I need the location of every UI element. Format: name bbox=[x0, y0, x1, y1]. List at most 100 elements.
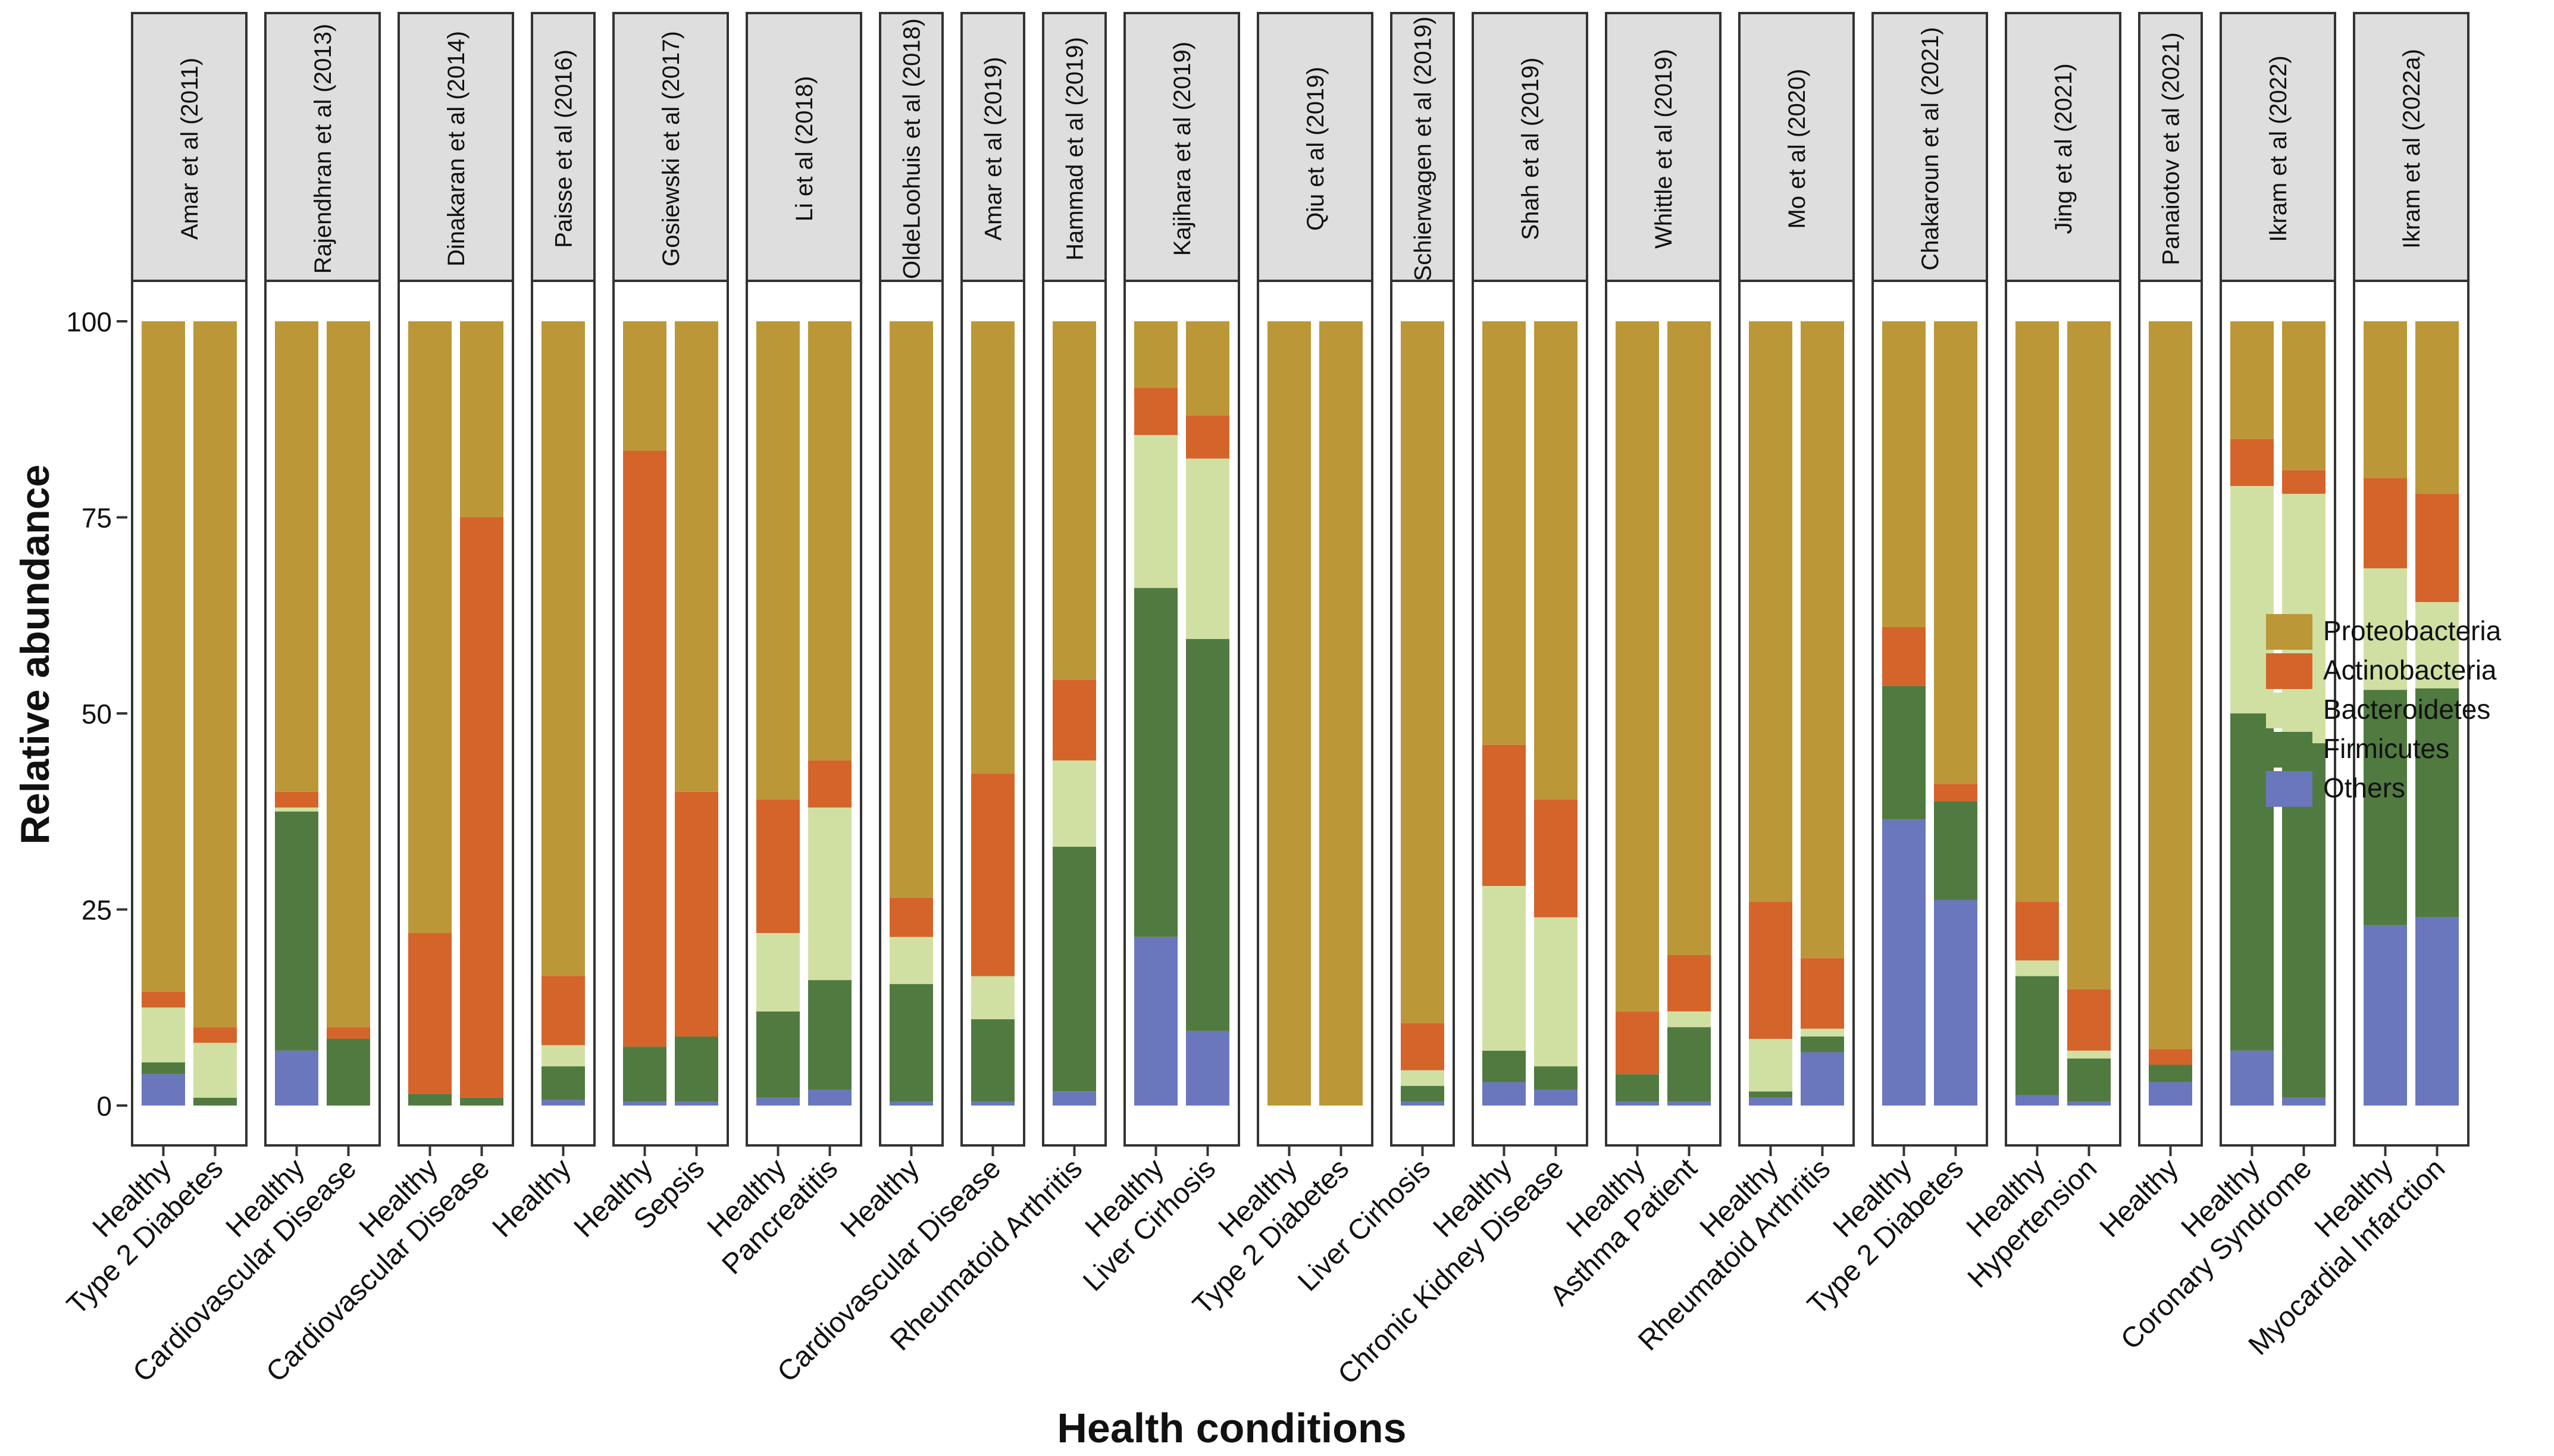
bar-segment-actinobacteria bbox=[1882, 627, 1926, 686]
bar-segment-firmicutes bbox=[2067, 1058, 2111, 1102]
facet-strip-mo-et-al-2020 bbox=[1738, 12, 1855, 282]
bar-segment-bacteroidetes bbox=[275, 807, 318, 812]
facet-strip-label: Qiu et al (2019) bbox=[1303, 67, 1329, 231]
bar-segment-proteobacteria bbox=[2415, 321, 2459, 494]
bar-segment-firmicutes bbox=[1801, 1037, 1844, 1053]
bar-segment-others bbox=[2364, 925, 2407, 1106]
bar-segment-actinobacteria bbox=[971, 774, 1015, 976]
bar-segment-proteobacteria bbox=[2067, 321, 2111, 990]
bar-segment-firmicutes bbox=[2364, 690, 2407, 925]
bar-segment-firmicutes bbox=[623, 1047, 666, 1102]
bar-segment-actinobacteria bbox=[408, 933, 452, 1094]
bar-segment-proteobacteria bbox=[1053, 321, 1096, 680]
facet-strip-rajendhran-et-al-2013 bbox=[264, 12, 381, 282]
bar-segment-others bbox=[275, 1050, 318, 1106]
bar-segment-firmicutes bbox=[1401, 1086, 1444, 1102]
bar-segment-firmicutes bbox=[1616, 1074, 1659, 1102]
facet-strip-amar-et-al-2019 bbox=[960, 12, 1025, 282]
bar-segment-bacteroidetes bbox=[808, 807, 852, 981]
bar-segment-firmicutes bbox=[1134, 588, 1178, 937]
bar-segment-bacteroidetes bbox=[542, 1045, 585, 1067]
facet-strip-qiu-et-al-2019 bbox=[1257, 12, 1373, 282]
bar-segment-actinobacteria bbox=[1616, 1011, 1659, 1075]
x-tick-label: Healthy bbox=[2094, 1153, 2185, 1244]
bar-segment-firmicutes bbox=[193, 1097, 237, 1106]
bar-segment-proteobacteria bbox=[1401, 321, 1444, 1023]
bar-segment-proteobacteria bbox=[193, 321, 237, 1028]
bar-segment-bacteroidetes bbox=[193, 1042, 237, 1098]
bar-segment-others bbox=[2015, 1095, 2059, 1106]
facet-strip-label: Paisse et al (2016) bbox=[551, 49, 577, 248]
bar-segment-proteobacteria bbox=[2282, 321, 2325, 471]
facet-strip-label: Li et al (2018) bbox=[791, 76, 818, 222]
bar-segment-others bbox=[542, 1100, 585, 1106]
facet-strip-panaiotov-et-al-2021 bbox=[2138, 12, 2203, 282]
legend-label-firmicutes: Firmicutes bbox=[2323, 733, 2449, 764]
bar-segment-bacteroidetes bbox=[2364, 568, 2407, 690]
facet-strip-label: Jing et al (2021) bbox=[2051, 64, 2077, 234]
facet-strip-label: Kajihara et al (2019) bbox=[1169, 42, 1195, 256]
bar-segment-others bbox=[1401, 1101, 1444, 1106]
bar-segment-proteobacteria bbox=[890, 321, 933, 898]
bar-segment-actinobacteria bbox=[1134, 388, 1178, 436]
bar-segment-proteobacteria bbox=[1801, 321, 1844, 959]
bar-segment-proteobacteria bbox=[1534, 321, 1578, 800]
facet-strip-amar-et-al-2011 bbox=[131, 12, 248, 282]
bar-segment-proteobacteria bbox=[971, 321, 1015, 774]
legend-label-actinobacteria: Actinobacteria bbox=[2323, 655, 2497, 685]
legend-label-others: Others bbox=[2323, 772, 2405, 803]
x-axis-title: Health conditions bbox=[1057, 1405, 1406, 1451]
facet-strip-label: Schierwagen et al (2019) bbox=[1410, 17, 1436, 281]
bar-segment-others bbox=[2067, 1101, 2111, 1106]
bar-segment-actinobacteria bbox=[808, 760, 852, 808]
bar-segment-bacteroidetes bbox=[1482, 885, 1526, 1051]
y-axis-title: Relative abundance bbox=[12, 465, 58, 845]
bar-segment-others bbox=[1882, 819, 1926, 1106]
facet-strip-whittle-et-al-2019 bbox=[1605, 12, 1722, 282]
bar-segment-proteobacteria bbox=[623, 321, 666, 451]
bar-segment-bacteroidetes bbox=[756, 933, 800, 1012]
bar-segment-bacteroidetes bbox=[1134, 435, 1178, 588]
bar-segment-firmicutes bbox=[675, 1037, 718, 1102]
bar-segment-actinobacteria bbox=[1482, 744, 1526, 886]
facet-panels bbox=[131, 280, 2470, 1147]
bar-segment-actinobacteria bbox=[2015, 901, 2059, 961]
bar-segment-proteobacteria bbox=[2015, 321, 2059, 902]
bar-segment-proteobacteria bbox=[1667, 321, 1711, 955]
bar-segment-proteobacteria bbox=[2149, 321, 2192, 1050]
bar-segment-bacteroidetes bbox=[1749, 1038, 1792, 1092]
bar-segment-bacteroidetes bbox=[1667, 1011, 1711, 1028]
bar-segment-proteobacteria bbox=[1934, 321, 1977, 784]
bar-segment-proteobacteria bbox=[460, 321, 503, 518]
bar-segment-others bbox=[1616, 1101, 1659, 1106]
bar-segment-proteobacteria bbox=[1616, 321, 1659, 1012]
legend-label-proteobacteria: Proteobacteria bbox=[2323, 615, 2502, 646]
bar-segment-others bbox=[1534, 1089, 1578, 1106]
bar-segment-firmicutes bbox=[1482, 1050, 1526, 1082]
bar-segment-firmicutes bbox=[408, 1094, 452, 1106]
facet-strip-label: Chakaroun et al (2021) bbox=[1917, 27, 1943, 270]
facet-strip-label: Whittle et al (2019) bbox=[1651, 49, 1677, 249]
bar-segment-bacteroidetes bbox=[1534, 917, 1578, 1067]
bar-segment-proteobacteria bbox=[1482, 321, 1526, 745]
y-tick-label: 0 bbox=[96, 1091, 112, 1122]
bar-segment-actinobacteria bbox=[142, 991, 185, 1008]
bar-segment-firmicutes bbox=[890, 984, 933, 1102]
bar-segment-actinobacteria bbox=[2149, 1049, 2192, 1065]
bar-segment-proteobacteria bbox=[1267, 321, 1311, 1106]
bar-segment-firmicutes bbox=[142, 1062, 185, 1075]
bar-segment-bacteroidetes bbox=[2067, 1050, 2111, 1059]
facet-strip-schierwagen-et-al-2019 bbox=[1390, 12, 1455, 282]
facet-strip-label: Gosiewski et al (2017) bbox=[658, 31, 684, 267]
bar-segment-actinobacteria bbox=[460, 517, 503, 1098]
bar-segment-actinobacteria bbox=[275, 791, 318, 808]
bar-segment-actinobacteria bbox=[1401, 1023, 1444, 1070]
bar-segment-others bbox=[1667, 1101, 1711, 1106]
bar-segment-actinobacteria bbox=[327, 1027, 370, 1039]
bar-segment-actinobacteria bbox=[2415, 493, 2459, 602]
facet-strip-label: Dinakaran et al (2014) bbox=[443, 31, 470, 267]
legend-swatch-firmicutes bbox=[2266, 732, 2312, 768]
